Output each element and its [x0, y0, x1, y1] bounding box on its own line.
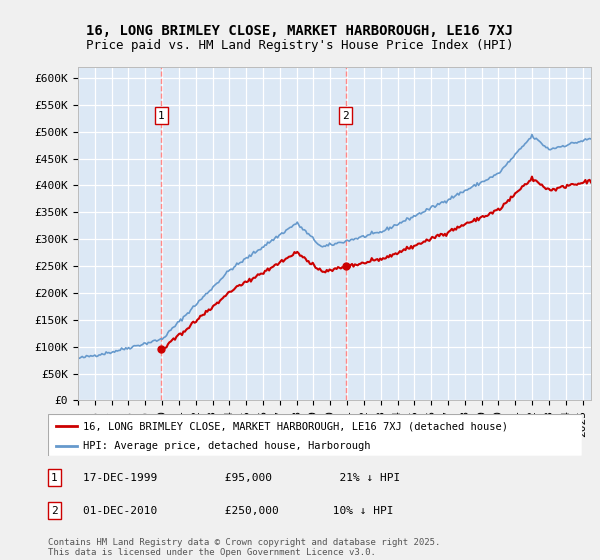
Text: 01-DEC-2010          £250,000        10% ↓ HPI: 01-DEC-2010 £250,000 10% ↓ HPI	[83, 506, 393, 516]
Text: 17-DEC-1999          £95,000          21% ↓ HPI: 17-DEC-1999 £95,000 21% ↓ HPI	[83, 473, 400, 483]
Text: 2: 2	[51, 506, 58, 516]
Text: 1: 1	[51, 473, 58, 483]
Text: 2: 2	[343, 110, 349, 120]
Text: Price paid vs. HM Land Registry's House Price Index (HPI): Price paid vs. HM Land Registry's House …	[86, 39, 514, 53]
Text: 16, LONG BRIMLEY CLOSE, MARKET HARBOROUGH, LE16 7XJ: 16, LONG BRIMLEY CLOSE, MARKET HARBOROUG…	[86, 24, 514, 38]
Text: 1: 1	[158, 110, 165, 120]
Text: HPI: Average price, detached house, Harborough: HPI: Average price, detached house, Harb…	[83, 441, 370, 451]
Text: 16, LONG BRIMLEY CLOSE, MARKET HARBOROUGH, LE16 7XJ (detached house): 16, LONG BRIMLEY CLOSE, MARKET HARBOROUG…	[83, 421, 508, 431]
Text: Contains HM Land Registry data © Crown copyright and database right 2025.
This d: Contains HM Land Registry data © Crown c…	[48, 538, 440, 557]
